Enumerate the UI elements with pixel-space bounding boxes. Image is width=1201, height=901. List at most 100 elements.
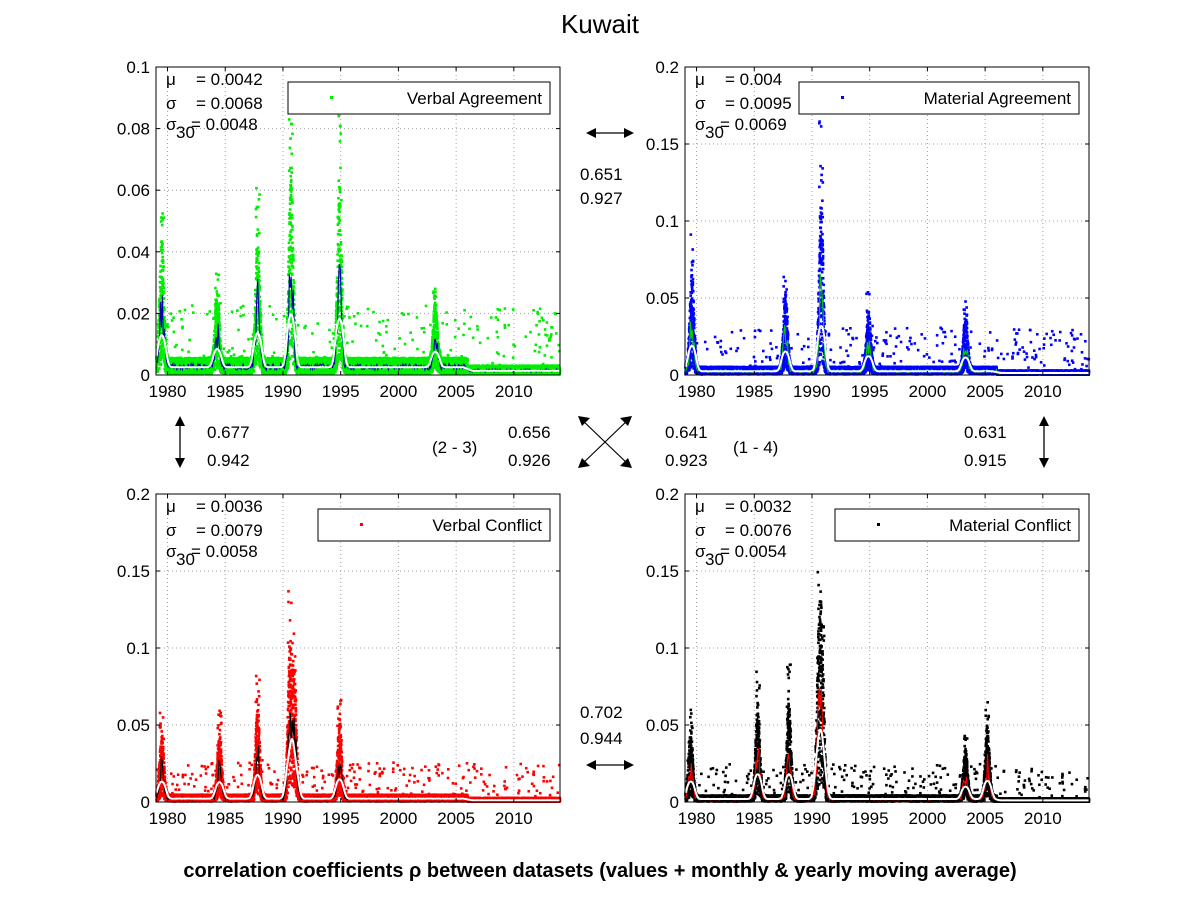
data-point xyxy=(159,362,163,366)
data-point xyxy=(292,254,295,258)
data-point xyxy=(205,312,209,316)
data-point xyxy=(188,338,191,342)
data-point xyxy=(252,369,256,373)
data-point xyxy=(258,307,262,311)
data-point xyxy=(162,297,166,300)
data-point xyxy=(239,314,242,318)
data-point xyxy=(258,274,261,278)
data-point xyxy=(166,322,169,326)
data-point xyxy=(236,309,239,312)
data-point xyxy=(259,313,263,317)
data-point xyxy=(219,339,222,343)
data-point xyxy=(183,308,187,312)
data-point xyxy=(256,254,260,257)
figure-title: Kuwait xyxy=(561,9,640,39)
data-point xyxy=(258,286,262,290)
data-point xyxy=(180,318,183,321)
data-point xyxy=(259,311,262,315)
data-point xyxy=(287,362,290,365)
data-point xyxy=(247,338,250,341)
data-point xyxy=(181,325,184,329)
data-point xyxy=(208,310,212,313)
data-point xyxy=(291,225,294,228)
data-point xyxy=(257,269,261,273)
data-point xyxy=(292,258,295,262)
data-point xyxy=(289,174,293,178)
data-point xyxy=(288,208,292,211)
data-point xyxy=(231,346,234,350)
data-point xyxy=(271,313,275,317)
data-point xyxy=(157,367,161,370)
data-point xyxy=(292,281,296,285)
data-point xyxy=(258,295,262,299)
data-point xyxy=(291,247,295,251)
data-point xyxy=(232,353,236,356)
data-point xyxy=(162,286,165,290)
data-point xyxy=(175,343,178,347)
data-point xyxy=(292,278,295,282)
data-point xyxy=(178,310,182,313)
data-point xyxy=(172,316,175,320)
data-point xyxy=(172,330,176,334)
panel-verbal-agreement: 1980 1985 1990 1995 2000 2005 201000.020.040.0… xyxy=(117,58,562,401)
data-point xyxy=(291,228,294,232)
data-point xyxy=(241,304,245,308)
data-point xyxy=(272,351,276,355)
data-point xyxy=(311,332,314,335)
data-point xyxy=(287,266,291,269)
data-point xyxy=(290,178,293,182)
data-point xyxy=(288,268,292,271)
data-point xyxy=(230,310,234,314)
data-point xyxy=(166,325,170,329)
data-point xyxy=(257,266,260,270)
data-point xyxy=(181,348,184,352)
data-point xyxy=(292,285,296,288)
data-point xyxy=(312,350,315,354)
data-point xyxy=(222,347,226,351)
data-point xyxy=(290,332,294,336)
data-point xyxy=(161,255,164,259)
data-point xyxy=(242,313,245,317)
data-point xyxy=(191,304,194,307)
data-point xyxy=(192,311,195,314)
data-point xyxy=(163,319,167,323)
data-point xyxy=(163,315,166,319)
data-point xyxy=(291,273,294,276)
data-point xyxy=(243,349,246,353)
data-point xyxy=(291,266,295,269)
data-point xyxy=(254,362,258,366)
data-point xyxy=(290,166,293,170)
data-point xyxy=(287,241,291,245)
data-point xyxy=(288,202,292,205)
data-point xyxy=(260,333,264,336)
data-point xyxy=(290,213,294,217)
data-point xyxy=(170,319,174,322)
data-point xyxy=(288,271,292,275)
data-point xyxy=(256,258,259,261)
data-point xyxy=(187,350,190,354)
data-point xyxy=(162,281,165,285)
data-point xyxy=(239,306,243,309)
data-point xyxy=(216,278,220,281)
data-point xyxy=(290,171,294,174)
data-point xyxy=(159,264,162,268)
data-point xyxy=(259,326,263,330)
data-point xyxy=(296,324,300,327)
data-point xyxy=(291,216,294,220)
data-point xyxy=(161,248,164,252)
data-point xyxy=(275,317,278,321)
data-point xyxy=(291,241,294,245)
data-point xyxy=(163,308,166,312)
data-point xyxy=(215,290,219,293)
data-point xyxy=(268,305,272,308)
data-point xyxy=(257,261,261,265)
data-point xyxy=(291,201,294,205)
data-point xyxy=(282,314,286,318)
data-point xyxy=(218,320,221,324)
data-point xyxy=(288,357,292,360)
data-point xyxy=(160,251,164,255)
data-point xyxy=(259,318,263,322)
data-point xyxy=(304,324,307,328)
data-point xyxy=(169,312,173,315)
